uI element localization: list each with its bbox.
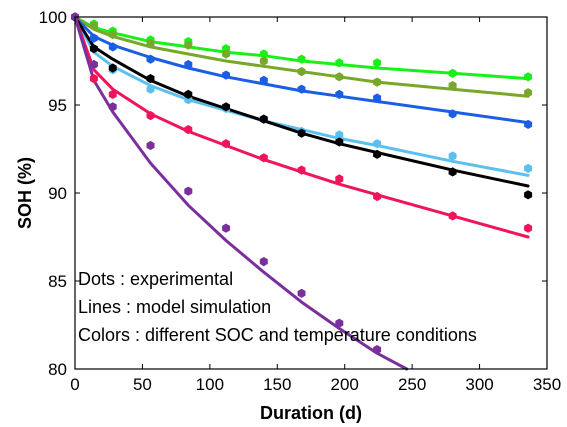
data-point-s7-6 bbox=[222, 223, 230, 233]
data-point-s3-12 bbox=[524, 119, 533, 129]
data-point-s3-7 bbox=[259, 75, 268, 85]
model-line-6 bbox=[73, 15, 530, 239]
data-point-s5-12 bbox=[524, 190, 533, 200]
y-tick-label-2: 85 bbox=[48, 272, 67, 291]
data-point-s5-3 bbox=[108, 63, 117, 73]
data-point-s1-10 bbox=[373, 58, 382, 68]
x-tick-label-5: 200 bbox=[331, 375, 359, 394]
data-point-s5-4 bbox=[146, 74, 155, 84]
data-point-s5-10 bbox=[373, 149, 382, 159]
data-point-s5-6 bbox=[222, 102, 230, 112]
model-line-5 bbox=[73, 15, 530, 188]
data-point-s3-3 bbox=[108, 42, 117, 52]
data-point-s6-5 bbox=[184, 125, 193, 135]
data-point-s3-9 bbox=[335, 89, 344, 99]
data-point-s6-4 bbox=[146, 111, 155, 121]
data-point-s5-5 bbox=[184, 89, 193, 99]
data-point-s6-3 bbox=[108, 89, 117, 99]
data-point-s2-8 bbox=[297, 67, 306, 77]
data-point-s6-10 bbox=[373, 191, 382, 202]
data-point-s2-6 bbox=[222, 49, 230, 59]
data-point-s2-2 bbox=[89, 21, 98, 31]
data-point-s3-5 bbox=[184, 59, 193, 70]
data-point-s6-7 bbox=[259, 153, 268, 163]
data-point-s2-11 bbox=[448, 81, 457, 91]
data-point-s5-8 bbox=[297, 128, 306, 138]
x-tick-label-7: 300 bbox=[465, 375, 493, 394]
data-point-s5-11 bbox=[448, 167, 457, 177]
data-point-s5-9 bbox=[335, 137, 344, 147]
data-point-s7-7 bbox=[259, 257, 268, 267]
data-point-s3-4 bbox=[146, 54, 155, 64]
x-tick-label-4: 150 bbox=[263, 375, 291, 394]
data-point-s3-6 bbox=[222, 70, 230, 80]
annotation-lines: Lines : model simulation bbox=[78, 297, 271, 317]
x-tick-label-3: 100 bbox=[196, 375, 224, 394]
data-point-s7-9 bbox=[335, 318, 344, 328]
data-point-s6-8 bbox=[297, 165, 306, 175]
data-point-s5-2 bbox=[89, 44, 98, 54]
data-point-s6-6 bbox=[222, 139, 230, 149]
data-point-s6-9 bbox=[335, 174, 344, 184]
x-tick-label-2: 50 bbox=[133, 375, 152, 394]
data-point-s6-2 bbox=[89, 74, 98, 84]
data-point-s7-10 bbox=[373, 345, 382, 355]
data-point-s2-3 bbox=[108, 30, 117, 40]
model-line-7 bbox=[73, 15, 409, 371]
data-point-s2-5 bbox=[184, 40, 193, 50]
data-point-s5-7 bbox=[259, 114, 268, 124]
data-point-s4-9 bbox=[335, 130, 344, 140]
data-point-s3-10 bbox=[373, 93, 382, 103]
data-point-s7-2 bbox=[89, 59, 98, 70]
x-tick-label-8: 350 bbox=[533, 375, 561, 394]
data-point-s7-3 bbox=[108, 102, 117, 112]
data-point-s2-7 bbox=[259, 56, 268, 66]
data-point-s6-11 bbox=[448, 211, 457, 221]
x-tick-label-1: 0 bbox=[70, 375, 79, 394]
data-point-s2-10 bbox=[373, 77, 382, 87]
axis-ticks-layer: 0 50 100 150 200 250 300 350 80 85 90 95 100 bbox=[39, 8, 562, 394]
x-axis-title: Duration (d) bbox=[260, 403, 362, 423]
data-point-s3-2 bbox=[89, 33, 98, 43]
model-line-3 bbox=[73, 15, 530, 125]
y-tick-label-3: 90 bbox=[48, 184, 67, 203]
data-point-s7-8 bbox=[297, 288, 306, 298]
data-point-s7-4 bbox=[146, 140, 155, 151]
data-point-s7-5 bbox=[184, 186, 193, 196]
y-tick-label-1: 80 bbox=[48, 360, 67, 379]
data-point-s3-8 bbox=[297, 84, 306, 94]
data-point-s6-12 bbox=[524, 223, 533, 233]
data-point-s4-4 bbox=[146, 84, 155, 94]
y-axis-title: SOH (%) bbox=[15, 157, 35, 229]
data-point-s4-10 bbox=[373, 139, 382, 149]
data-point-s1-12 bbox=[524, 72, 533, 82]
data-point-s2-9 bbox=[335, 72, 344, 82]
annotation-colors: Colors : different SOC and temperature c… bbox=[78, 325, 477, 345]
y-tick-label-5: 100 bbox=[39, 8, 67, 27]
data-point-s1-7 bbox=[259, 49, 268, 59]
y-tick-label-4: 95 bbox=[48, 96, 67, 115]
annotation-dots: Dots : experimental bbox=[78, 269, 233, 289]
data-point-s1-8 bbox=[297, 54, 306, 64]
data-point-s2-4 bbox=[146, 38, 155, 48]
experimental-dots-layer bbox=[71, 12, 533, 355]
data-point-s4-11 bbox=[448, 151, 457, 161]
data-point-s3-11 bbox=[448, 109, 457, 119]
data-point-s1-11 bbox=[448, 68, 457, 78]
data-point-s1-9 bbox=[335, 58, 344, 68]
x-tick-label-6: 250 bbox=[398, 375, 426, 394]
data-point-s4-12 bbox=[524, 163, 533, 173]
annotations-layer: Dots : experimental Lines : model simula… bbox=[78, 269, 477, 345]
data-point-s2-12 bbox=[524, 88, 533, 98]
